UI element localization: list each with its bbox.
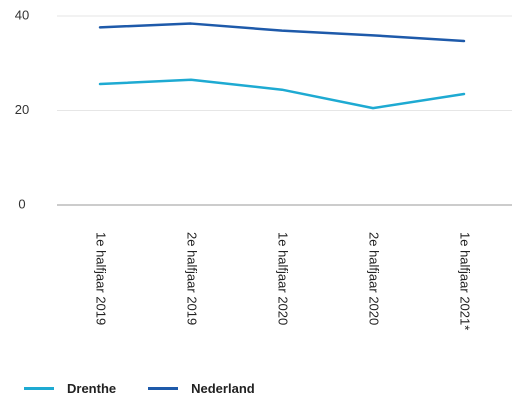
legend-item-nederland: Nederland <box>148 381 255 396</box>
series-line-nederland <box>98 22 466 43</box>
x-axis-ticks: 1e halfjaar 2019 2e halfjaar 2019 1e halfj… <box>94 232 473 330</box>
series-lines <box>98 22 466 110</box>
legend-swatch-drenthe <box>24 387 54 390</box>
legend-label-drenthe: Drenthe <box>67 381 117 396</box>
x-tick-label: 2e halfjaar 2020 <box>367 232 382 325</box>
legend: Drenthe Nederland <box>24 381 287 396</box>
legend-label-nederland: Nederland <box>191 381 255 396</box>
gridlines <box>57 15 512 206</box>
y-tick-label: 0 <box>18 196 25 211</box>
x-tick-label: 1e halfjaar 2021* <box>458 232 473 330</box>
series-line-drenthe <box>98 78 466 110</box>
legend-item-drenthe: Drenthe <box>24 381 116 396</box>
x-tick-label: 2e halfjaar 2019 <box>185 232 200 325</box>
y-axis-ticks: 0 20 40 <box>15 7 29 211</box>
legend-swatch-nederland <box>148 387 179 390</box>
x-tick-label: 1e halfjaar 2020 <box>276 232 291 325</box>
x-tick-label: 1e halfjaar 2019 <box>94 232 109 325</box>
y-tick-label: 20 <box>15 102 29 117</box>
y-tick-label: 40 <box>15 7 29 22</box>
